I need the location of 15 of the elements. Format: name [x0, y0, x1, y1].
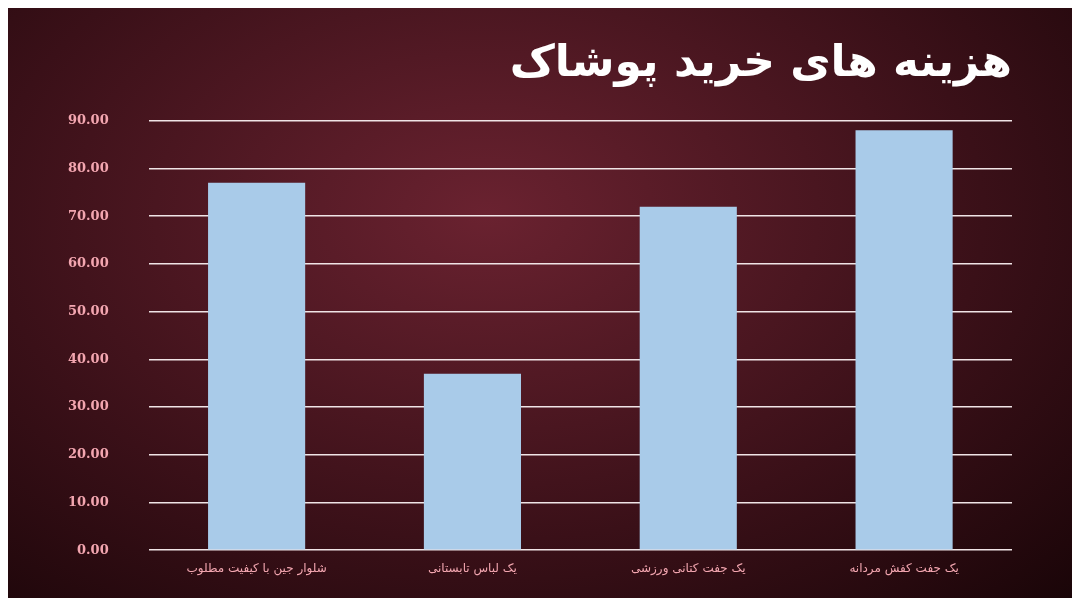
- y-tick-label: 50.00: [67, 303, 109, 319]
- x-tick-label: یک جفت کفش مردانه: [849, 560, 959, 576]
- x-tick-label: یک جفت کتانی ورزشی: [630, 560, 746, 576]
- y-tick-label: 70.00: [67, 207, 109, 223]
- y-tick-label: 80.00: [67, 159, 109, 175]
- y-tick-label: 30.00: [67, 398, 109, 414]
- y-tick-label: 90.00: [67, 112, 109, 128]
- y-tick-label: 0.00: [77, 541, 109, 557]
- y-tick-label: 20.00: [67, 446, 109, 462]
- y-tick-label: 60.00: [67, 255, 109, 271]
- y-tick-label: 40.00: [67, 350, 109, 366]
- chart-title: هزینه های خرید پوشاک: [509, 34, 1012, 87]
- x-tick-label: یک لباس تابستانی: [427, 560, 517, 576]
- x-tick-label: شلوار جین با کیفیت مطلوب: [186, 560, 327, 576]
- y-tick-label: 10.00: [67, 493, 109, 509]
